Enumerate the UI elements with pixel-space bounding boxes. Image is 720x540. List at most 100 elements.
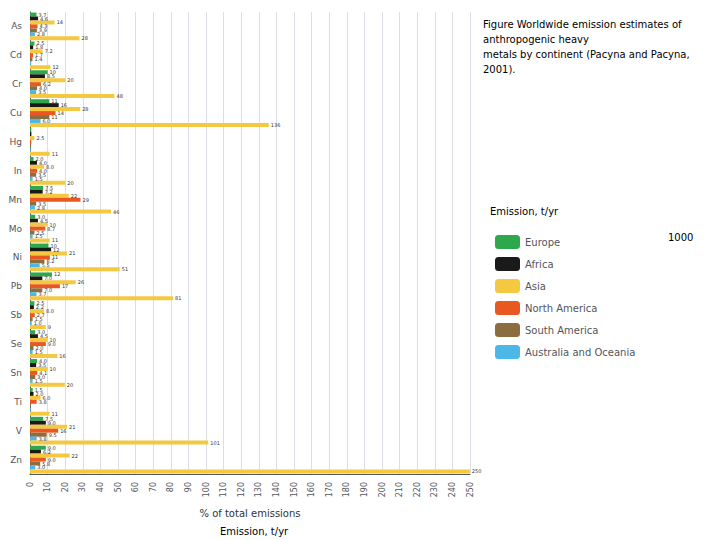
svg-text:Se: Se — [11, 339, 23, 349]
svg-text:metals by continent (Pacyna an: metals by continent (Pacyna and Pacyna, — [483, 49, 690, 60]
svg-text:16: 16 — [60, 428, 66, 434]
svg-text:Mn: Mn — [9, 195, 22, 205]
svg-text:9.0: 9.0 — [48, 420, 56, 426]
svg-text:90: 90 — [184, 482, 193, 492]
svg-text:Asia: Asia — [525, 281, 546, 292]
svg-text:46: 46 — [113, 209, 119, 215]
svg-text:50: 50 — [114, 482, 123, 492]
svg-text:Sb: Sb — [11, 310, 23, 320]
svg-text:1.4: 1.4 — [34, 56, 42, 62]
svg-text:1000: 1000 — [668, 232, 693, 243]
svg-text:28: 28 — [81, 35, 87, 41]
svg-text:Sn: Sn — [11, 368, 22, 378]
svg-text:100: 100 — [202, 482, 211, 497]
svg-text:21: 21 — [69, 250, 75, 256]
svg-text:81: 81 — [175, 295, 181, 301]
svg-text:160: 160 — [307, 482, 316, 497]
svg-text:2.5: 2.5 — [36, 135, 44, 141]
svg-text:As: As — [11, 21, 22, 31]
svg-text:22: 22 — [72, 453, 78, 459]
svg-text:48: 48 — [116, 93, 122, 99]
svg-text:136: 136 — [271, 122, 281, 128]
svg-text:2001).: 2001). — [483, 64, 516, 75]
svg-text:Cu: Cu — [10, 108, 22, 118]
svg-text:11: 11 — [52, 411, 58, 417]
svg-text:9.5: 9.5 — [49, 432, 57, 438]
svg-text:200: 200 — [378, 482, 387, 497]
svg-text:3.7: 3.7 — [39, 291, 47, 297]
svg-text:51: 51 — [122, 266, 128, 272]
svg-text:anthropogenic heavy: anthropogenic heavy — [483, 34, 589, 45]
svg-text:5.5: 5.5 — [42, 262, 50, 268]
svg-text:7.2: 7.2 — [45, 48, 53, 54]
svg-text:240: 240 — [448, 482, 457, 497]
svg-text:30: 30 — [78, 482, 87, 492]
svg-text:14: 14 — [57, 19, 63, 25]
svg-text:40: 40 — [96, 482, 105, 492]
svg-text:101: 101 — [210, 440, 220, 446]
svg-text:140: 140 — [272, 482, 281, 497]
svg-text:7.2: 7.2 — [45, 189, 53, 195]
svg-text:210: 210 — [395, 482, 404, 497]
svg-text:Cd: Cd — [10, 50, 22, 60]
svg-text:Mo: Mo — [9, 224, 23, 234]
svg-text:20: 20 — [61, 482, 70, 492]
svg-text:250: 250 — [466, 482, 475, 497]
svg-text:8.0: 8.0 — [46, 164, 54, 170]
svg-text:11: 11 — [51, 114, 57, 120]
svg-text:10: 10 — [50, 366, 56, 372]
svg-text:20: 20 — [67, 382, 73, 388]
svg-text:North America: North America — [525, 303, 597, 314]
svg-text:1.5: 1.5 — [35, 349, 43, 355]
svg-text:8.5: 8.5 — [47, 73, 55, 79]
svg-text:7.0: 7.0 — [44, 275, 52, 281]
svg-text:In: In — [14, 166, 22, 176]
svg-text:22: 22 — [71, 193, 77, 199]
svg-text:Pb: Pb — [11, 281, 22, 291]
svg-text:2.8: 2.8 — [37, 205, 45, 211]
svg-text:11: 11 — [52, 237, 58, 243]
svg-text:1.8: 1.8 — [35, 44, 43, 50]
svg-text:17: 17 — [62, 283, 68, 289]
svg-text:1.5: 1.5 — [35, 378, 43, 384]
svg-text:South America: South America — [525, 325, 599, 336]
svg-text:% of total emissions: % of total emissions — [199, 508, 300, 519]
svg-text:8.0: 8.0 — [46, 308, 54, 314]
svg-text:20: 20 — [67, 77, 73, 83]
svg-text:0: 0 — [26, 482, 35, 487]
svg-text:2.2: 2.2 — [36, 304, 44, 310]
svg-text:1.5: 1.5 — [35, 233, 43, 239]
svg-text:130: 130 — [254, 482, 263, 497]
svg-text:3.0: 3.0 — [37, 464, 45, 470]
svg-text:60: 60 — [131, 482, 140, 492]
svg-text:V: V — [16, 426, 23, 436]
svg-text:6.2: 6.2 — [43, 449, 51, 455]
svg-text:Cr: Cr — [12, 79, 22, 89]
svg-text:14: 14 — [58, 110, 64, 116]
svg-text:2.8: 2.8 — [37, 31, 45, 37]
svg-text:Europe: Europe — [525, 237, 560, 248]
svg-text:3.5: 3.5 — [38, 362, 46, 368]
svg-text:250: 250 — [472, 468, 482, 474]
svg-text:29: 29 — [83, 197, 89, 203]
svg-text:Australia and Oceania: Australia and Oceania — [525, 347, 635, 358]
svg-text:16: 16 — [61, 102, 67, 108]
svg-text:190: 190 — [360, 482, 369, 497]
svg-text:20: 20 — [67, 180, 73, 186]
svg-text:9.0: 9.0 — [48, 341, 56, 347]
svg-text:1.5: 1.5 — [35, 176, 43, 182]
svg-text:Emission, t/yr: Emission, t/yr — [220, 526, 289, 537]
svg-text:12: 12 — [52, 64, 58, 70]
svg-text:180: 180 — [342, 482, 351, 497]
svg-text:80: 80 — [166, 482, 175, 492]
svg-text:6.0: 6.0 — [43, 118, 51, 124]
svg-text:230: 230 — [430, 482, 439, 497]
svg-text:150: 150 — [290, 482, 299, 497]
svg-text:Africa: Africa — [525, 259, 554, 270]
svg-text:9: 9 — [48, 324, 51, 330]
svg-text:3.8: 3.8 — [39, 436, 47, 442]
svg-text:1.0: 1.0 — [34, 320, 42, 326]
svg-text:12: 12 — [54, 271, 60, 277]
svg-text:120: 120 — [237, 482, 246, 497]
svg-text:Figure Worldwide emission esti: Figure Worldwide emission estimates of — [483, 19, 682, 30]
